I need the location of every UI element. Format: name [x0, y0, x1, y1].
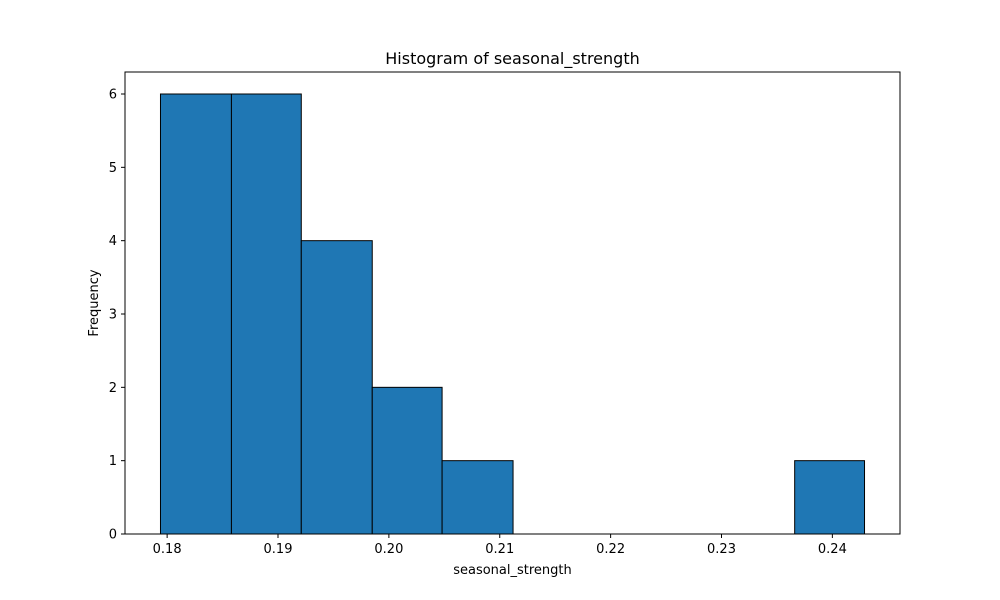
histogram-bar — [300, 240, 373, 535]
x-tick-label: 0.24 — [818, 542, 847, 557]
histogram-bar — [794, 460, 866, 535]
histogram-bar — [371, 386, 443, 535]
x-tick-label: 0.20 — [374, 542, 403, 557]
y-axis-label: Frequency — [87, 269, 102, 336]
histogram-bar — [230, 93, 302, 535]
y-tick-label: 1 — [109, 454, 117, 469]
y-tick-label: 3 — [109, 308, 117, 323]
y-tick-label: 6 — [109, 88, 117, 103]
x-axis-label: seasonal_strength — [453, 563, 572, 578]
x-tick-label: 0.18 — [153, 542, 182, 557]
x-tick-label: 0.23 — [707, 542, 736, 557]
y-axis-ticks: 0 1 2 3 4 5 6 — [109, 88, 125, 543]
y-tick-label: 4 — [109, 234, 117, 249]
y-tick-label: 5 — [109, 161, 117, 176]
chart-title: Histogram of seasonal_strength — [385, 49, 639, 69]
plot-frame — [124, 71, 901, 535]
y-tick-label: 2 — [109, 381, 117, 396]
histogram-bar — [159, 93, 232, 535]
bars-group — [159, 93, 866, 535]
x-tick-label: 0.22 — [596, 542, 625, 557]
x-tick-label: 0.19 — [264, 542, 293, 557]
x-tick-label: 0.21 — [485, 542, 514, 557]
y-tick-label: 0 — [109, 528, 117, 543]
x-axis-ticks: 0.18 0.19 0.20 0.21 0.22 0.23 0.24 — [153, 534, 847, 557]
histogram-bar — [441, 460, 514, 535]
